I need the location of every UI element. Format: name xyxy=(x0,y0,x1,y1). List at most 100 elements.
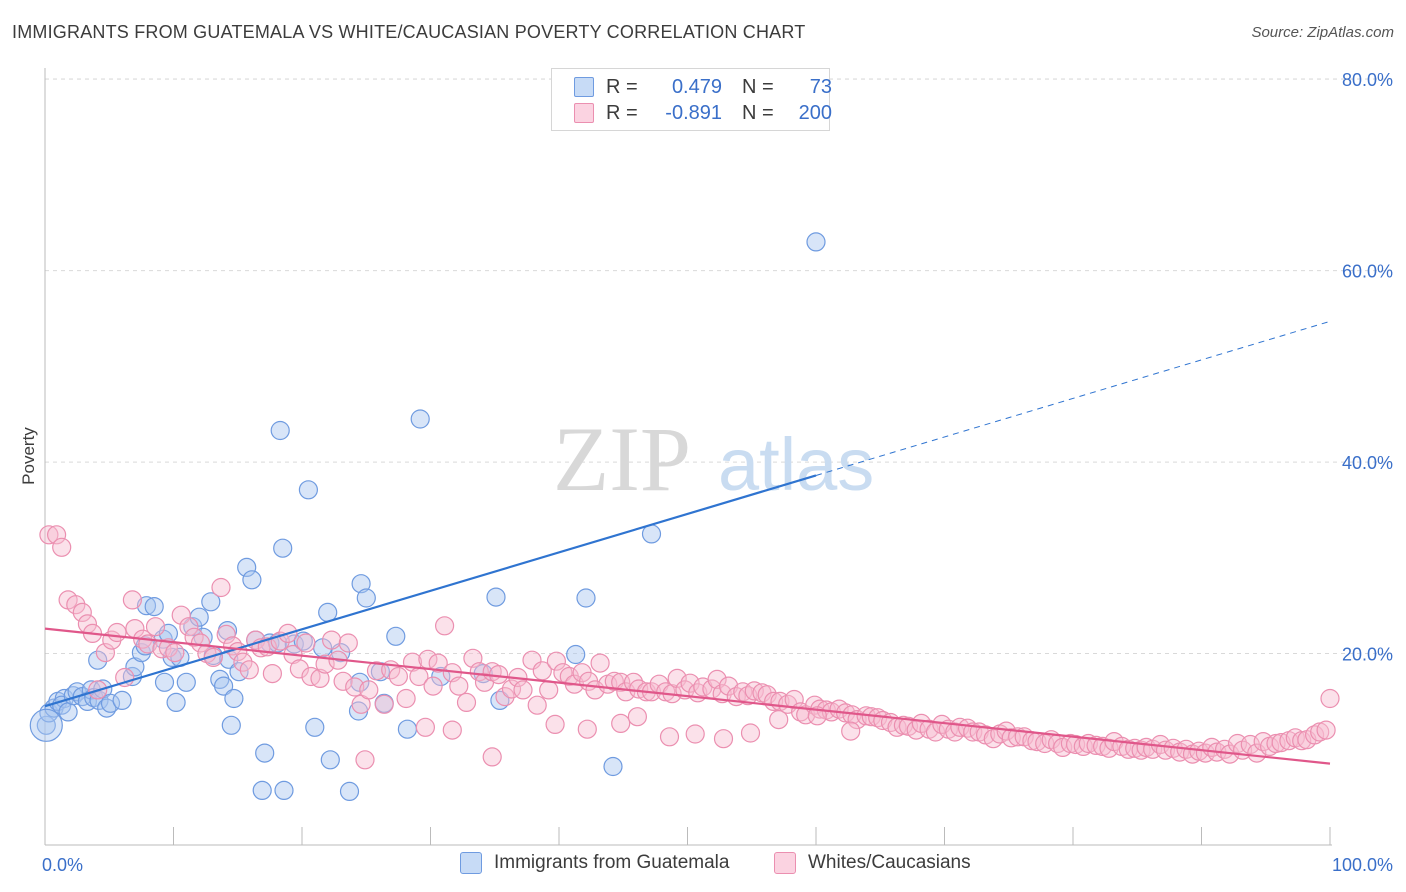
whites-point xyxy=(359,680,379,700)
y-tick-label: 80.0% xyxy=(1342,70,1393,90)
stats-legend: R = 0.479 N = 73 R = -0.891 N = 200 xyxy=(551,68,832,131)
whites-point xyxy=(435,616,455,636)
guatemala-point xyxy=(136,596,157,616)
series-label-whites: Whites/Caucasians xyxy=(808,852,971,873)
guatemala-point xyxy=(603,756,623,777)
legend-r-value: -0.891 xyxy=(665,101,722,124)
guatemala-point xyxy=(490,690,510,711)
guatemala-point xyxy=(410,409,430,429)
whites-point xyxy=(428,653,448,673)
guatemala-point xyxy=(144,596,164,617)
watermark-atlas: atlas xyxy=(718,423,874,506)
whites-point xyxy=(712,684,732,704)
whites-point xyxy=(784,689,804,710)
whites-point xyxy=(707,669,727,690)
whites-point xyxy=(338,633,358,653)
watermark-zip: ZIP xyxy=(553,408,691,510)
whites-point xyxy=(415,717,435,737)
guatemala-point xyxy=(298,480,318,500)
whites-point xyxy=(171,605,191,625)
legend-swatch-whites xyxy=(574,103,594,123)
legend-r-value: 0.479 xyxy=(671,75,722,98)
guatemala-point xyxy=(566,644,586,665)
legend-n-label: N = xyxy=(742,101,774,124)
whites-point xyxy=(1304,725,1325,745)
whites-point xyxy=(539,680,559,700)
whites-point xyxy=(396,688,416,709)
whites-point xyxy=(1271,732,1291,753)
legend-row-whites: R = -0.891 N = 200 xyxy=(574,100,832,126)
whites-point xyxy=(233,652,253,672)
guatemala-point xyxy=(274,780,294,801)
y-tick-label: 20.0% xyxy=(1342,645,1393,665)
guatemala-point xyxy=(166,692,186,713)
whites-point xyxy=(449,676,469,696)
whites-point xyxy=(482,747,502,767)
whites-point xyxy=(46,525,67,545)
whites-point xyxy=(310,668,330,689)
guatemala-trend-line xyxy=(44,474,817,708)
whites-point xyxy=(1316,720,1336,740)
guatemala-point xyxy=(339,781,360,802)
legend-swatch-guatemala xyxy=(574,77,594,97)
guatemala-point xyxy=(273,538,293,558)
guatemala-point xyxy=(386,626,406,646)
whites-point xyxy=(52,537,72,557)
series-label-guatemala: Immigrants from Guatemala xyxy=(494,852,730,873)
legend-n-label: N = xyxy=(742,75,774,98)
whites-point xyxy=(145,617,166,637)
whites-point xyxy=(713,729,734,749)
guatemala-point xyxy=(201,592,221,612)
chart-source: Source: ZipAtlas.com xyxy=(1251,24,1394,41)
guatemala-point xyxy=(214,676,234,696)
whites-point xyxy=(345,677,365,697)
whites-point xyxy=(718,676,739,696)
whites-point xyxy=(841,721,861,741)
guatemala-point xyxy=(88,650,108,670)
guatemala-trend-extension xyxy=(815,320,1331,476)
guatemala-point xyxy=(237,557,257,578)
guatemala-point xyxy=(242,570,262,590)
whites-point xyxy=(179,617,199,637)
guatemala-point xyxy=(36,715,56,735)
whites-point xyxy=(39,525,59,545)
whites-point xyxy=(659,727,680,747)
whites-point xyxy=(740,723,761,743)
y-tick-label: 60.0% xyxy=(1342,262,1393,282)
guatemala-point xyxy=(89,690,109,711)
guatemala-point xyxy=(112,690,132,711)
whites-point xyxy=(545,714,565,735)
whites-point xyxy=(374,694,394,714)
whites-point xyxy=(611,713,631,734)
guatemala-point xyxy=(305,717,325,737)
legend-n-value: 73 xyxy=(809,75,832,98)
guatemala-point xyxy=(100,693,121,713)
whites-point xyxy=(366,661,387,681)
whites-point xyxy=(590,653,610,673)
whites-point xyxy=(513,680,533,700)
guatemala-point-large xyxy=(29,708,63,742)
guatemala-point xyxy=(397,719,417,739)
whites-point xyxy=(685,724,705,744)
whites-point xyxy=(423,676,443,696)
guatemala-point xyxy=(154,672,175,692)
guatemala-point xyxy=(252,780,272,801)
whites-point xyxy=(165,642,185,663)
whites-point xyxy=(262,663,282,684)
guatemala-point xyxy=(58,702,78,722)
whites-point xyxy=(957,718,978,738)
x-tick-label: 100.0% xyxy=(1332,855,1393,875)
whites-point xyxy=(66,595,86,615)
whites-point xyxy=(211,577,231,598)
whites-point xyxy=(107,622,127,643)
whites-point xyxy=(322,630,342,650)
whites-trend-line xyxy=(44,627,1331,765)
guatemala-point xyxy=(356,588,376,608)
legend-r-label: R = xyxy=(606,101,638,124)
whites-point xyxy=(333,671,353,691)
whites-point xyxy=(527,695,547,715)
y-tick-label: 40.0% xyxy=(1342,453,1393,473)
guatemala-point xyxy=(224,688,244,709)
whites-point xyxy=(95,642,116,663)
